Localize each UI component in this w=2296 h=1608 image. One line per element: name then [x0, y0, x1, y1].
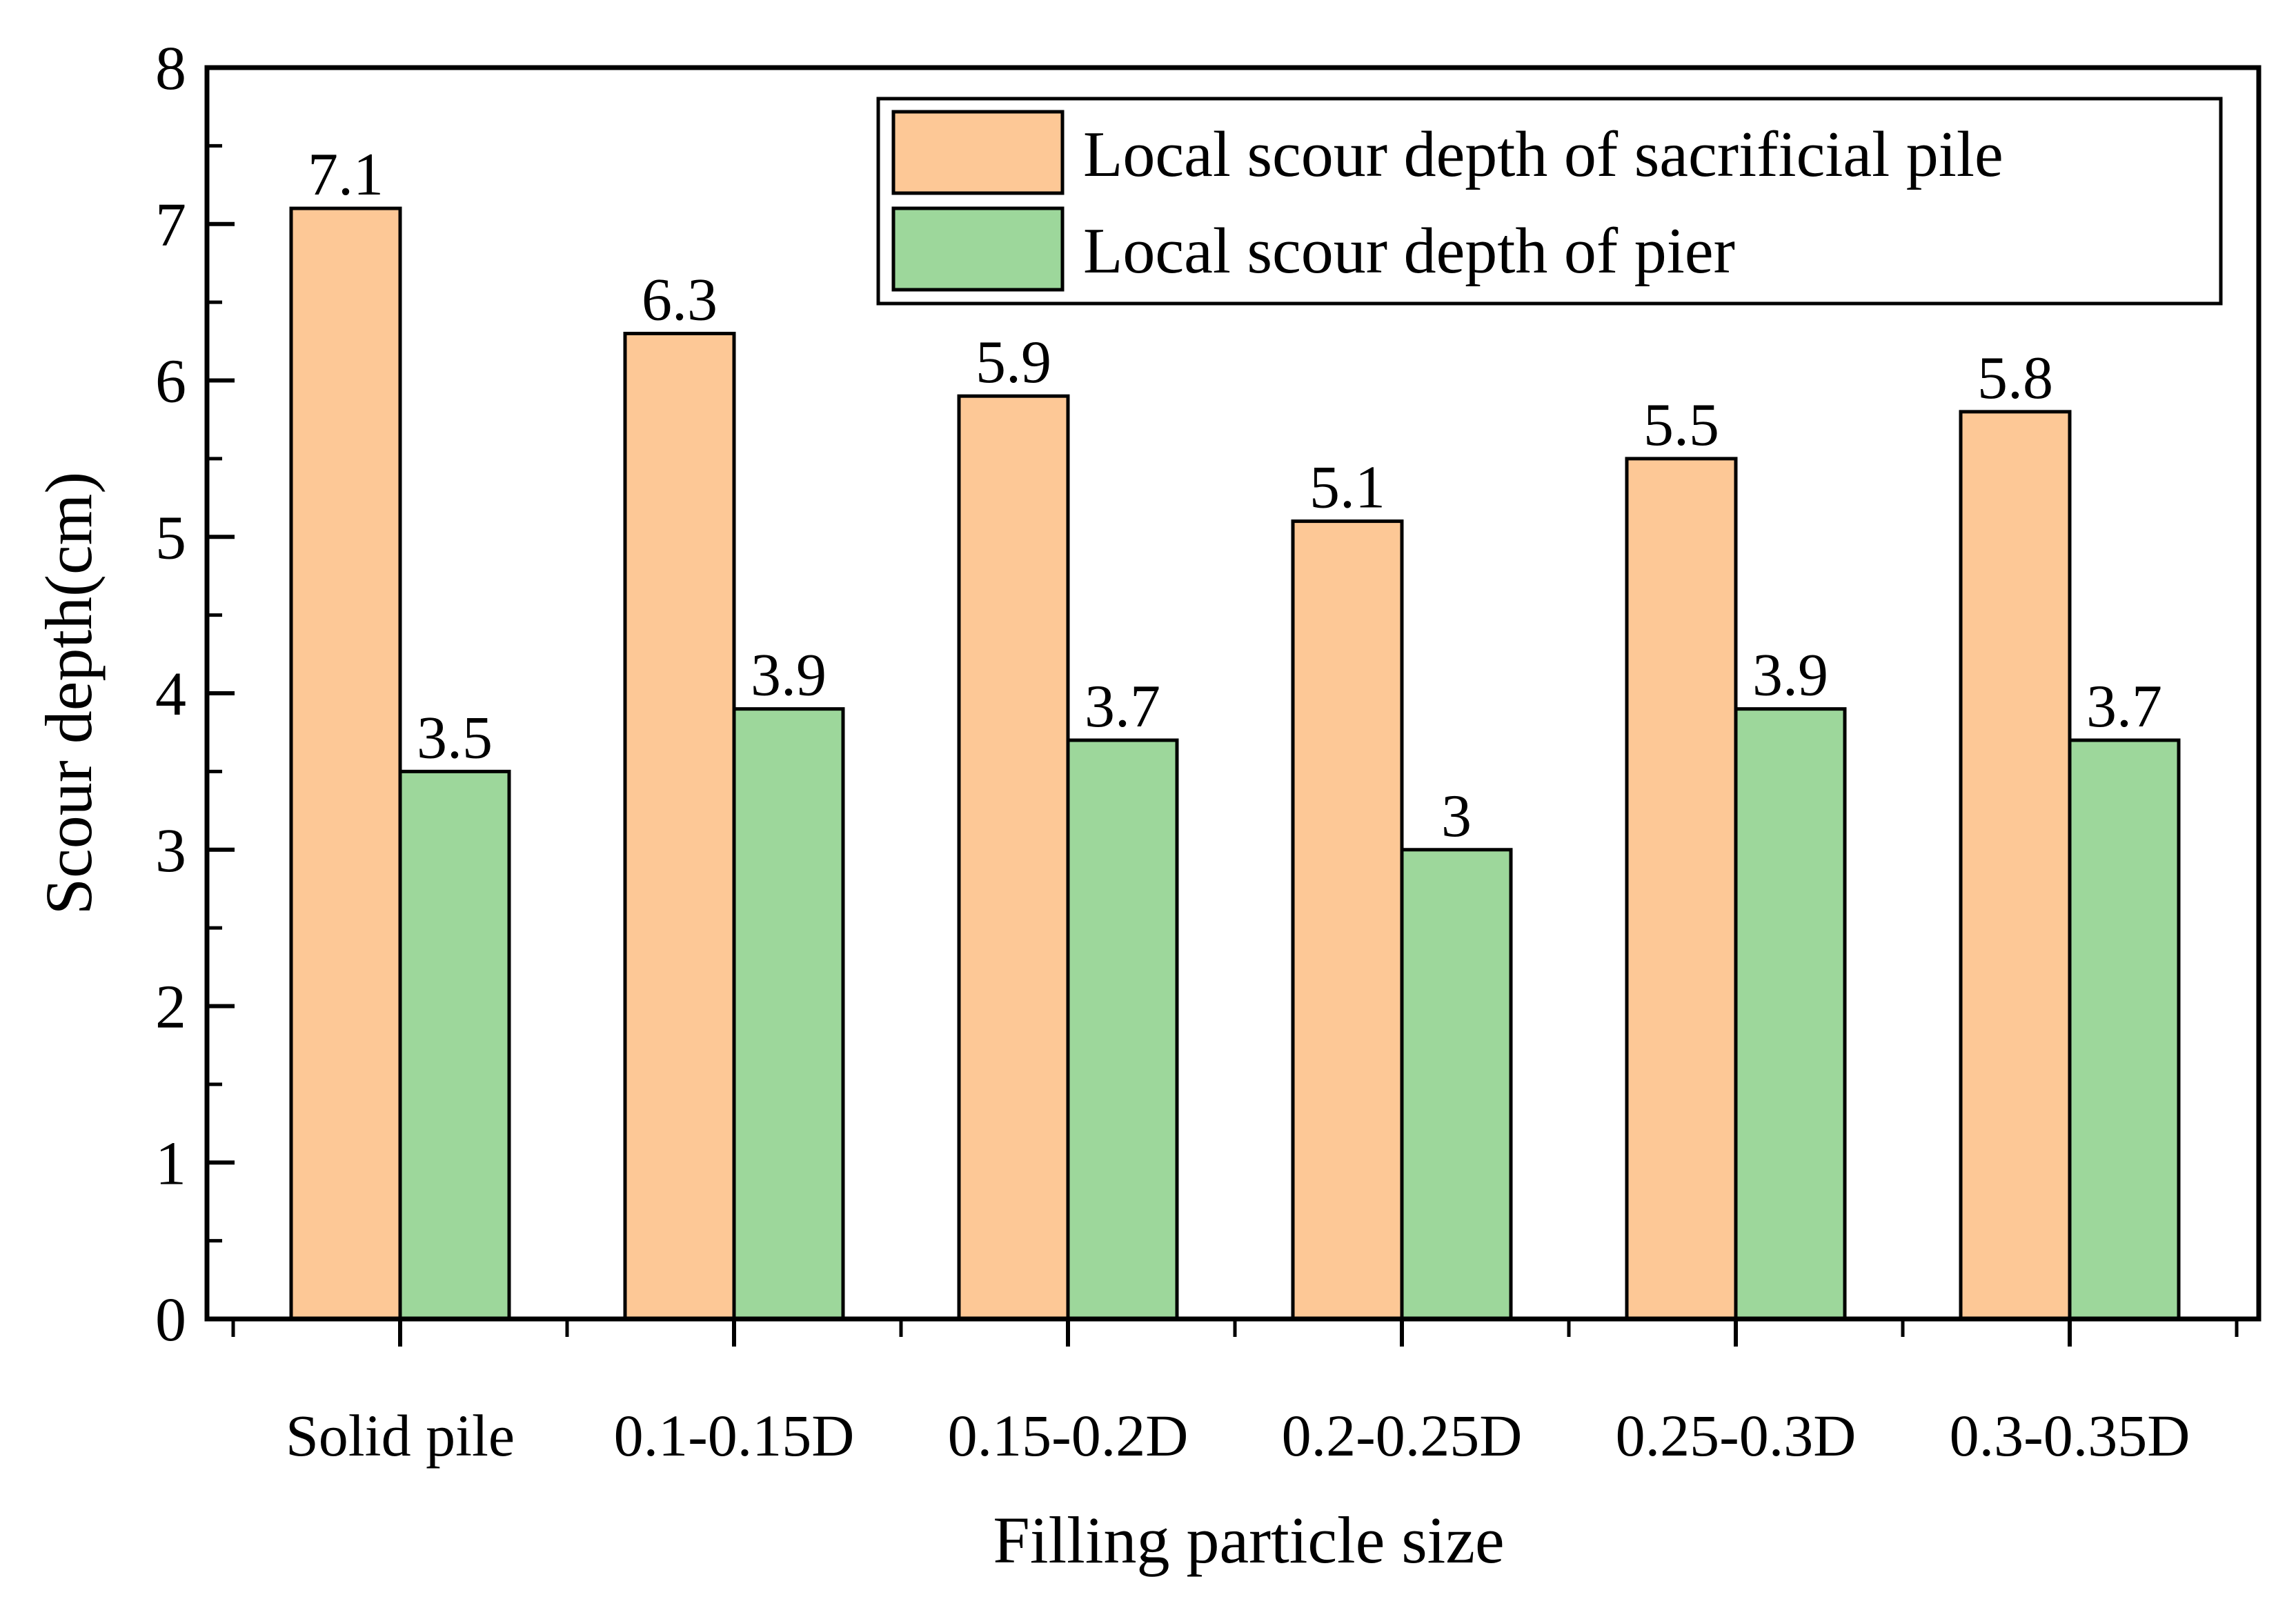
x-axis: Solid pile 0.1-0.15D 0.15-0.2D 0.2-0.25D 0.2… — [231, 1319, 2239, 1469]
data-label-pier-0-3-0-35d: 3.7 — [2086, 673, 2162, 740]
bar-pier-0-3-0-35d — [2068, 738, 2181, 1321]
y-tick-label-8: 8 — [155, 34, 186, 103]
data-label-sacrificial-pile-0-3-0-35d: 5.8 — [1977, 345, 2053, 412]
bar-sacrificial-pile-0-1-0-15d — [623, 331, 736, 1321]
data-label-sacrificial-pile-0-1-0-15d: 6.3 — [642, 266, 718, 333]
y-tick-label-0: 0 — [155, 1286, 186, 1354]
y-tick-label-4: 4 — [155, 660, 186, 728]
bar-sacrificial-pile-0-3-0-35d — [1959, 410, 2072, 1321]
y-tick-label-7: 7 — [155, 191, 186, 259]
data-label-sacrificial-pile-0-2-0-25d: 5.1 — [1309, 455, 1385, 522]
y-axis: 0 1 2 3 4 5 6 7 8 — [155, 34, 235, 1354]
legend: Local scour depth of sacrificial pile Lo… — [876, 97, 2223, 306]
data-labels-layer: 7.1 3.5 6.3 3.9 5.9 3.7 5.1 3 5.5 3.9 5.8 3.7 — [308, 141, 2162, 850]
x-tick-label-0-2-0-25d: 0.2-0.25D — [1282, 1402, 1523, 1469]
y-tick-label-2: 2 — [155, 973, 186, 1042]
data-label-sacrificial-pile-solid-pile: 7.1 — [308, 141, 384, 208]
data-label-pier-0-25-0-3d: 3.9 — [1752, 642, 1828, 709]
y-tick-label-5: 5 — [155, 504, 186, 572]
x-tick-label-0-25-0-3d: 0.25-0.3D — [1616, 1402, 1857, 1469]
legend-label-pier: Local scour depth of pier — [1083, 215, 1735, 287]
bar-pier-0-25-0-3d — [1734, 707, 1847, 1321]
x-tick-label-0-1-0-15d: 0.1-0.15D — [614, 1402, 855, 1469]
x-tick-label-0-3-0-35d: 0.3-0.35D — [1950, 1402, 2190, 1469]
y-tick-label-3: 3 — [155, 817, 186, 885]
legend-label-sacrificial-pile: Local scour depth of sacrificial pile — [1083, 119, 2003, 190]
data-label-sacrificial-pile-0-15-0-2d: 5.9 — [976, 329, 1051, 396]
x-tick-label-0-15-0-2d: 0.15-0.2D — [948, 1402, 1189, 1469]
legend-swatch-pier — [891, 206, 1065, 292]
data-label-pier-0-1-0-15d: 3.9 — [751, 642, 827, 709]
data-label-pier-0-2-0-25d: 3 — [1441, 783, 1472, 850]
y-tick-label-6: 6 — [155, 348, 186, 416]
data-label-pier-0-15-0-2d: 3.7 — [1085, 673, 1160, 740]
bar-sacrificial-pile-0-2-0-25d — [1291, 519, 1404, 1321]
bars-layer — [289, 206, 2181, 1321]
y-axis-title: Scour depth(cm) — [32, 472, 106, 915]
bar-pier-solid-pile — [398, 769, 511, 1321]
bar-sacrificial-pile-solid-pile — [289, 206, 402, 1321]
data-label-pier-solid-pile: 3.5 — [417, 704, 493, 771]
legend-swatch-sacrificial-pile — [891, 110, 1065, 195]
bar-pier-0-15-0-2d — [1066, 738, 1179, 1321]
x-tick-label-solid-pile: Solid pile — [286, 1402, 515, 1469]
bar-pier-0-1-0-15d — [732, 707, 845, 1321]
y-tick-label-1: 1 — [155, 1129, 186, 1198]
legend-box — [876, 97, 2223, 306]
bar-sacrificial-pile-0-25-0-3d — [1625, 457, 1738, 1321]
bar-pier-0-2-0-25d — [1400, 848, 1513, 1321]
data-label-sacrificial-pile-0-25-0-3d: 5.5 — [1643, 392, 1719, 459]
x-axis-title: Filling particle size — [993, 1503, 1504, 1577]
bar-sacrificial-pile-0-15-0-2d — [957, 394, 1070, 1321]
